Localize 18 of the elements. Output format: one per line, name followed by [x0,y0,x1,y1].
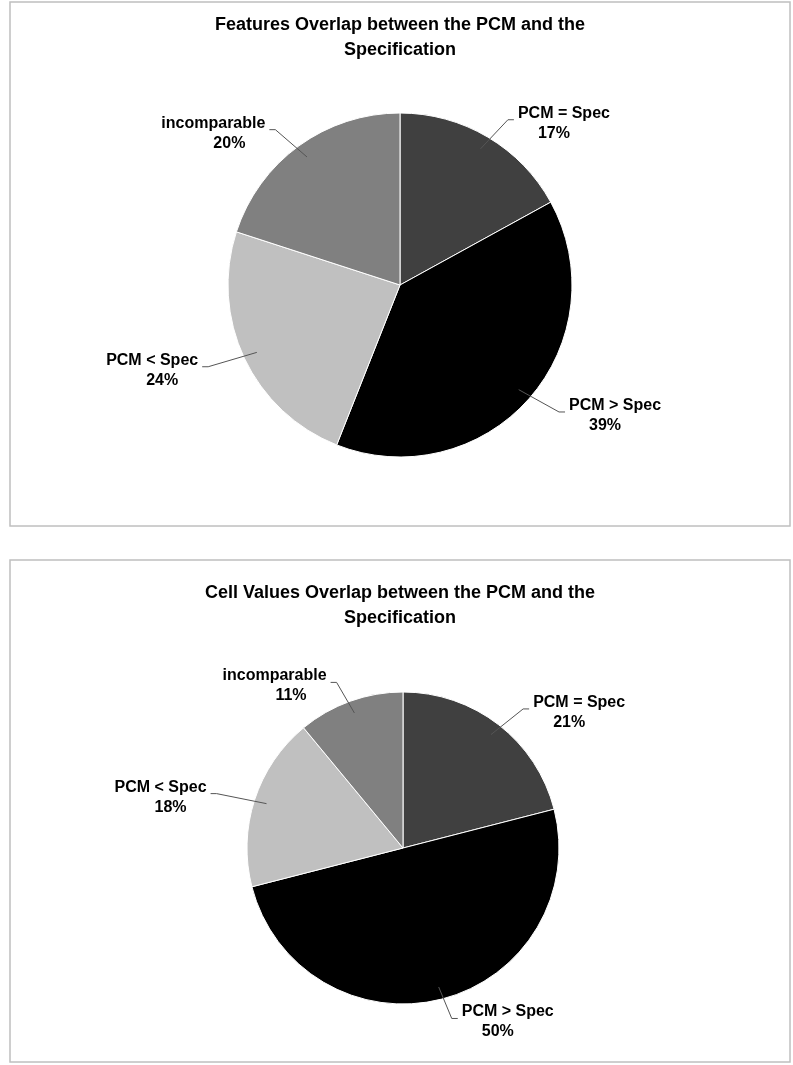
slice-label: incomparable [161,113,266,131]
data-label: 50% [481,1022,514,1040]
data-label: 39% [589,415,622,433]
slice-label: incomparable [222,666,327,684]
data-label: 18% [154,797,187,815]
slice-label: PCM < Spec [114,777,207,795]
data-label: 20% [213,133,246,151]
data-label: 17% [537,123,570,141]
chart-title: Cell Values Overlap between the PCM and the Specification [204,582,596,627]
slice-label: PCM = Spec [533,692,626,710]
slice-label: PCM < Spec [106,350,199,368]
data-label: 21% [553,712,586,730]
chart-title: Features Overlap between the PCM and the Specification [214,14,586,59]
data-label: 11% [275,686,307,704]
slice-label: PCM > Spec [461,1002,554,1020]
slice-label: PCM > Spec [569,395,662,413]
data-label: 24% [146,370,179,388]
slice-label: PCM = Spec [517,103,611,121]
